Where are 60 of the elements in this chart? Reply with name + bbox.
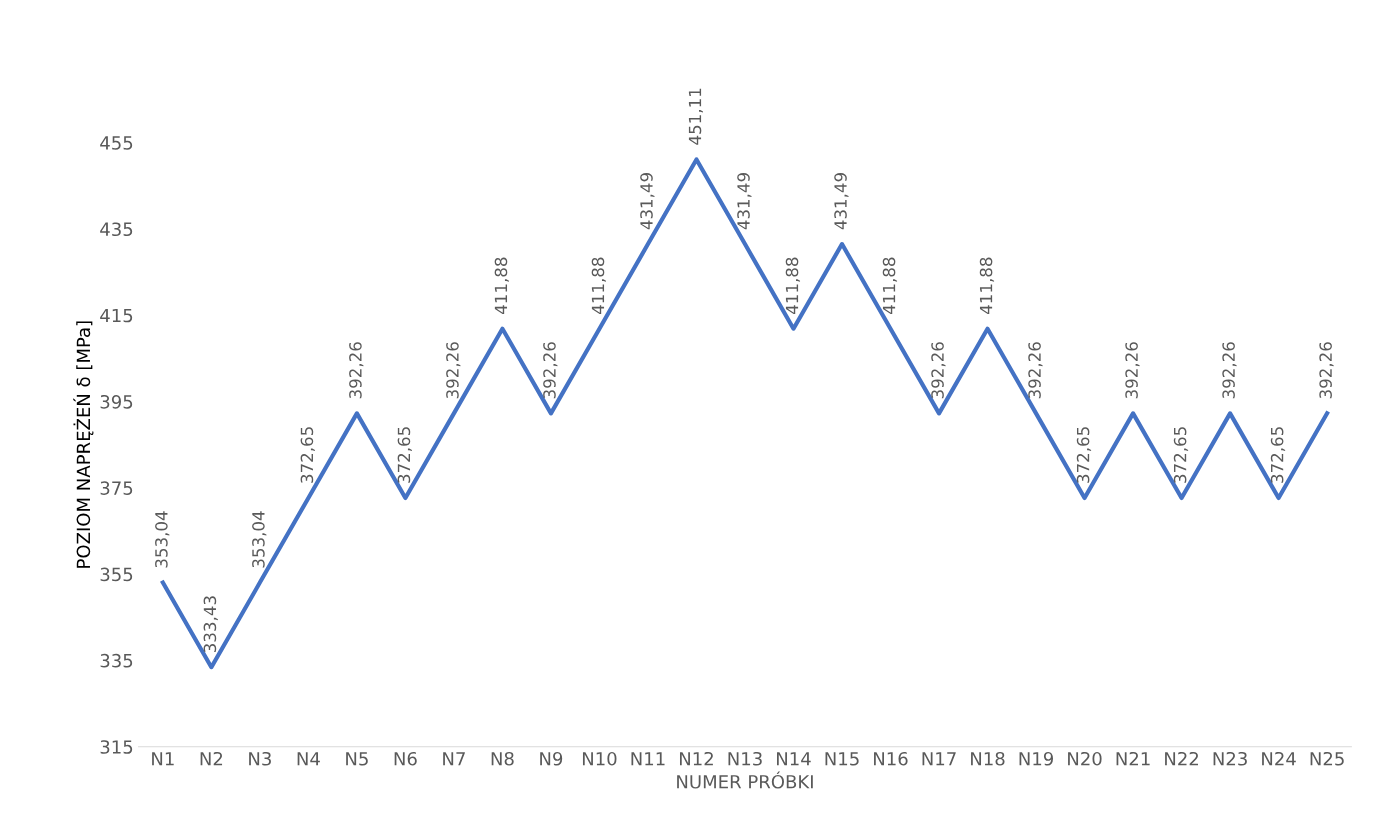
y-tick-label: 355 (100, 567, 133, 582)
x-tick-label: N1 (152, 752, 174, 766)
y-tick-label: 315 (100, 740, 133, 754)
y-tick-label: 395 (100, 394, 133, 409)
x-tick-label: N9 (540, 751, 563, 766)
x-axis-title: NUMER PRÓBKI (677, 771, 813, 789)
y-axis-title: POZIOM NAPRĘŻEŃ δ [MPa] (73, 321, 94, 568)
data-label: 372,65 (1076, 427, 1092, 483)
data-label: 372,65 (1173, 427, 1189, 483)
x-tick-label: N19 (1019, 751, 1054, 766)
x-tick-label: N24 (1262, 751, 1296, 766)
y-tick-label: 375 (100, 481, 133, 495)
data-label: 392,26 (1222, 342, 1237, 399)
x-tick-label: N21 (1116, 751, 1150, 766)
x-tick-label: N6 (394, 751, 417, 766)
data-label: 333,43 (203, 596, 218, 653)
data-label: 372,65 (1270, 427, 1286, 483)
x-tick-label: N13 (728, 751, 762, 766)
data-label: 451,11 (688, 88, 703, 145)
data-label: 392,26 (446, 342, 461, 399)
x-tick-label: N2 (200, 751, 223, 766)
data-label: 411,88 (591, 257, 606, 314)
data-label: 431,49 (834, 173, 849, 230)
data-label: 372,65 (397, 427, 412, 483)
x-tick-label: N14 (777, 752, 811, 766)
y-tick-label: 455 (100, 136, 133, 150)
data-label: 392,26 (931, 342, 946, 399)
x-tick-label: N4 (297, 752, 320, 766)
data-label: 431,49 (640, 173, 655, 230)
data-label: 392,26 (1028, 342, 1043, 399)
x-tick-label: N20 (1068, 751, 1102, 766)
data-label: 372,65 (300, 427, 315, 483)
x-tick-label: N5 (346, 752, 368, 766)
data-label: 392,26 (1125, 342, 1140, 399)
x-tick-label: N10 (582, 751, 617, 766)
data-label: 392,26 (349, 342, 364, 399)
x-tick-label: N8 (491, 751, 514, 766)
data-label: 411,88 (979, 257, 995, 314)
y-tick-label: 415 (100, 308, 133, 323)
x-tick-label: N25 (1310, 751, 1344, 766)
y-tick-label: 435 (100, 222, 133, 237)
y-tick-label: 335 (100, 653, 133, 668)
x-tick-label: N3 (249, 751, 271, 766)
x-tick-label: N23 (1213, 751, 1247, 766)
x-tick-label: N22 (1165, 751, 1198, 766)
x-tick-label: N7 (443, 752, 465, 766)
x-tick-label: N17 (922, 752, 956, 766)
x-tick-label: N18 (971, 751, 1005, 766)
data-label: 411,88 (494, 257, 509, 314)
data-label: 431,49 (737, 173, 752, 230)
x-tick-label: N15 (825, 752, 859, 766)
data-label: 353,04 (155, 511, 170, 568)
data-label: 392,26 (543, 342, 558, 399)
x-tick-label: N12 (679, 751, 713, 766)
data-label: 411,88 (785, 257, 801, 314)
data-label: 353,04 (252, 511, 267, 568)
data-label: 392,26 (1319, 342, 1334, 399)
x-tick-label: N11 (631, 752, 665, 766)
x-tick-label: N16 (874, 751, 908, 766)
data-label: 411,88 (882, 257, 898, 314)
